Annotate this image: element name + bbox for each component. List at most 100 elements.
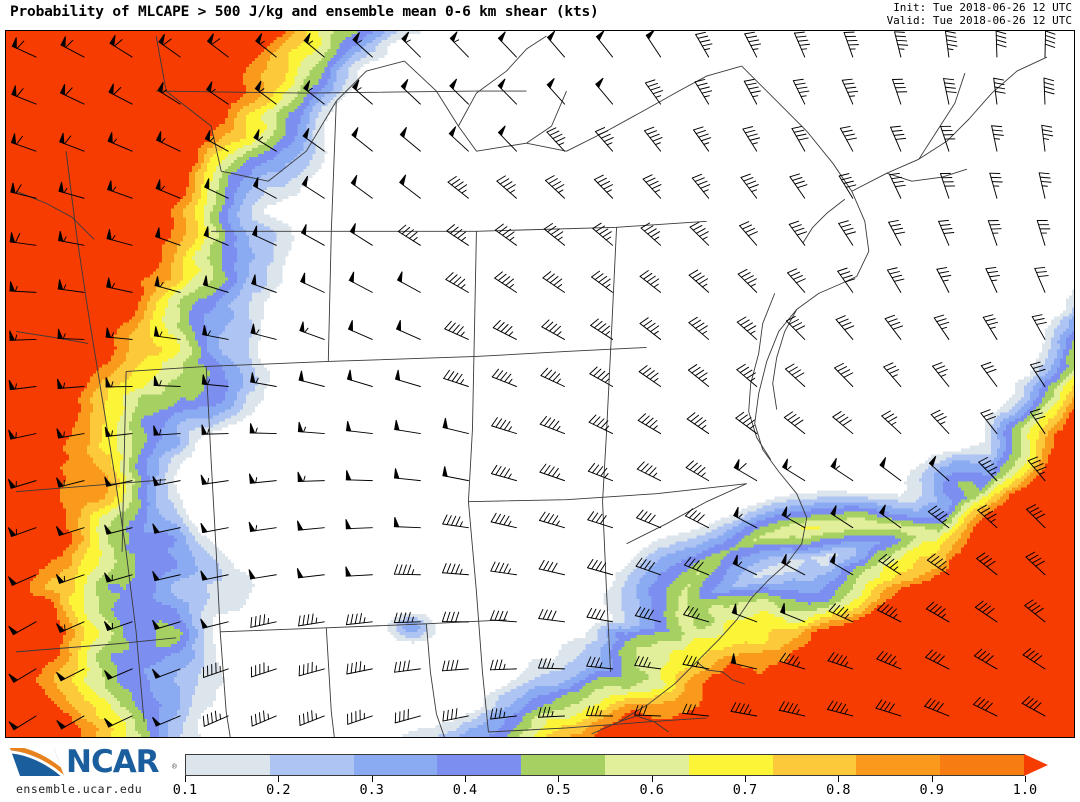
ncar-logo[interactable]: NCAR ensemble.ucar.edu xyxy=(8,742,168,798)
wind-barb xyxy=(591,270,614,293)
colorbar-tick-label: 0.7 xyxy=(732,782,758,798)
geography-line xyxy=(15,479,167,493)
wind-barb xyxy=(793,31,811,58)
wind-barb xyxy=(202,662,229,678)
wind-barb xyxy=(394,708,421,724)
colorbar-tick-labels: 0.1 0.2 0.3 0.4 0.5 0.6 0.7 0.8 0.9 1.0 xyxy=(173,782,1037,802)
wind-barb xyxy=(447,176,469,199)
wind-barb xyxy=(976,552,998,576)
map-frame[interactable] xyxy=(5,30,1075,738)
geography-line xyxy=(602,227,618,502)
wind-barb xyxy=(151,668,181,679)
geography-line xyxy=(918,72,966,160)
wind-barb xyxy=(497,125,517,152)
geography-line xyxy=(468,483,747,503)
wind-barb xyxy=(1031,314,1047,340)
wind-barb xyxy=(56,668,85,682)
wind-barb xyxy=(792,78,810,105)
colorbar-tick-label: 1.0 xyxy=(1012,782,1038,798)
wind-barb xyxy=(152,475,181,487)
wind-barb xyxy=(494,271,517,293)
wind-barb xyxy=(688,316,710,340)
wind-barb xyxy=(538,608,565,623)
wind-barb xyxy=(541,319,565,340)
geography-line xyxy=(325,627,335,737)
wind-barb xyxy=(781,553,806,576)
wind-barb xyxy=(594,127,614,152)
wind-barb xyxy=(841,78,859,105)
wind-barb xyxy=(155,179,181,199)
wind-barb xyxy=(730,653,758,670)
wind-barb xyxy=(740,173,759,199)
wind-barb xyxy=(991,125,1004,152)
wind-barb xyxy=(743,78,761,105)
wind-barb xyxy=(837,267,856,293)
wind-barb xyxy=(345,470,373,482)
wind-barb xyxy=(250,614,277,628)
wind-barb xyxy=(838,173,857,199)
wind-barb xyxy=(253,129,277,152)
wind-barb xyxy=(538,706,565,718)
wind-barb xyxy=(201,374,229,387)
wind-barb xyxy=(57,328,85,340)
wind-barb xyxy=(249,423,277,435)
wind-barb xyxy=(925,601,950,623)
wind-barb xyxy=(589,366,614,387)
wind-barb xyxy=(490,561,517,576)
wind-barb xyxy=(300,272,325,293)
geography-line xyxy=(155,35,405,182)
geography-line xyxy=(15,330,89,344)
wind-barb xyxy=(56,477,85,488)
colorbar-bands[interactable] xyxy=(185,754,1025,776)
wind-barb xyxy=(1024,599,1046,623)
map-canvas[interactable] xyxy=(6,31,1074,737)
wind-barb xyxy=(980,409,998,435)
wind-barb xyxy=(638,365,662,387)
ncar-logo-mark-icon xyxy=(8,742,66,782)
geography-line xyxy=(488,717,707,733)
wind-barb xyxy=(587,511,614,529)
ncar-logo-text: NCAR xyxy=(66,744,160,780)
colorbar[interactable]: 0.1 0.2 0.3 0.4 0.5 0.6 0.7 0.8 0.9 1.0 xyxy=(173,754,1050,798)
geography-line xyxy=(602,501,612,672)
wind-barb xyxy=(8,429,37,440)
wind-barb xyxy=(200,570,229,581)
wind-barb xyxy=(645,31,662,58)
wind-barb xyxy=(252,177,277,199)
wind-barb xyxy=(838,220,856,246)
wind-barb xyxy=(878,553,902,576)
wind-barb xyxy=(347,320,373,340)
wind-barb xyxy=(56,378,85,390)
wind-barb xyxy=(346,369,373,387)
wind-barb xyxy=(299,321,325,340)
wind-barb xyxy=(877,602,902,623)
wind-barb xyxy=(201,424,229,435)
wind-barb xyxy=(637,413,662,435)
wind-barb xyxy=(689,221,710,246)
wind-barb xyxy=(828,603,854,623)
geography-line xyxy=(626,483,747,545)
wind-barb xyxy=(8,379,37,391)
colorbar-tick-label: 0.8 xyxy=(826,782,851,798)
wind-barb xyxy=(977,504,998,529)
wind-barb xyxy=(586,656,614,670)
colorbar-tick-label: 0.1 xyxy=(172,782,198,798)
wind-barb xyxy=(883,362,902,387)
wind-barb xyxy=(881,410,902,435)
wind-barb xyxy=(393,564,421,576)
wind-barb xyxy=(945,31,958,58)
wind-barb xyxy=(785,315,806,340)
wind-barb xyxy=(442,514,469,529)
wind-barb xyxy=(151,715,181,727)
wind-barb xyxy=(9,281,37,293)
wind-barb xyxy=(733,506,758,529)
wind-barb xyxy=(345,566,373,577)
wind-barb xyxy=(1026,504,1046,529)
wind-barb xyxy=(152,570,181,582)
wind-barb xyxy=(394,660,421,673)
wind-barb xyxy=(886,267,905,293)
wind-barb xyxy=(889,172,906,199)
wind-barb xyxy=(443,369,469,387)
wind-barb xyxy=(202,710,229,727)
colorbar-tick xyxy=(558,776,560,782)
